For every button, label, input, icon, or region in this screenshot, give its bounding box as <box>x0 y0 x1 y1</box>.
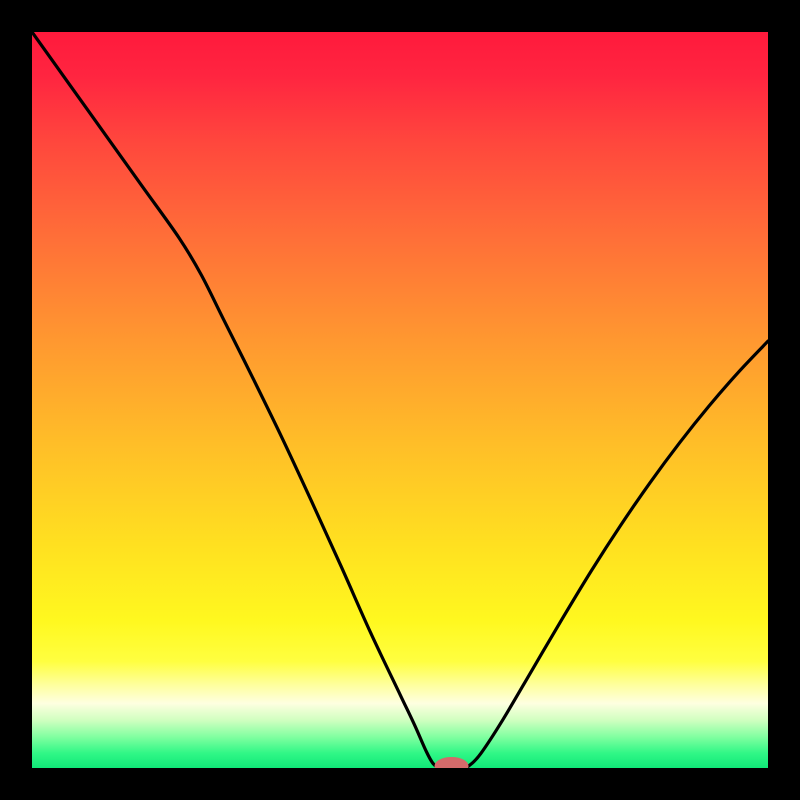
bottleneck-marker <box>435 757 469 775</box>
curve-layer <box>0 0 800 800</box>
chart-stage: TheBottleneck.com <box>0 0 800 800</box>
bottleneck-curve <box>32 32 768 768</box>
